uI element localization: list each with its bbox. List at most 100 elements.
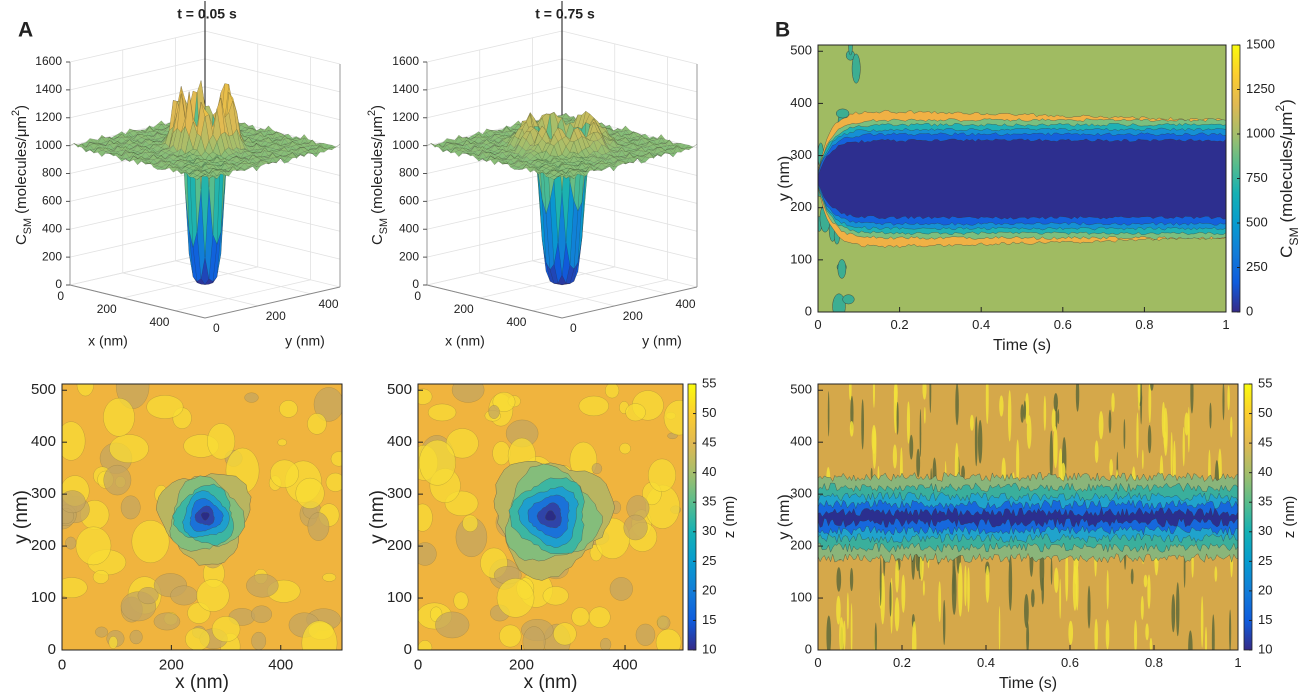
surface-patch [256,160,265,168]
y-tick-label: 400 [790,95,812,110]
y-tick-label: 0 [805,303,812,318]
contour-patch [211,616,241,643]
contour-patch [1055,405,1058,431]
contour-patch [1209,402,1212,429]
contour-patch [837,259,847,279]
grid-line [122,43,259,299]
y-tick-label: 0 [213,321,220,335]
x-tick-label: 0.8 [1135,317,1153,332]
surface-patch [672,145,682,155]
contour-level [544,510,557,521]
x-tick-label: 200 [454,302,474,316]
grid-line [175,56,311,312]
contour-patch [588,606,611,628]
contour-patch [418,388,433,405]
y-tick-label: 400 [790,434,812,449]
contour-patch [1211,614,1215,650]
surface-patch [633,158,642,164]
colorbar-tick-label: 50 [1258,405,1272,420]
x-tick-label: 400 [149,315,169,329]
contour-patch [958,562,963,617]
label-part: C [1277,246,1296,258]
colorbar-tick-label: 15 [1258,612,1272,627]
contour-patch [998,606,1001,650]
contour-patch [663,400,683,436]
contour-patch [892,444,897,469]
y-tick-label: 400 [675,297,695,311]
x-tick-label: 400 [613,656,638,673]
z-tick-label: 1600 [392,54,419,68]
contour-patch [1171,594,1176,633]
contour-patch [578,395,610,417]
contour-patch [435,611,470,639]
x-tick-label: 0.4 [972,317,990,332]
surface-patch [653,154,662,157]
x-tick-label: 0 [414,656,422,673]
surface-patch [557,174,567,177]
grid-line [479,49,615,307]
y-tick-label: 500 [31,381,56,398]
y-tick-label: 100 [31,589,56,606]
contour-patch [929,384,932,414]
contour-patch [251,605,273,623]
contour-patch [1204,626,1208,650]
contour-patch [1214,566,1218,582]
contour-patch [146,395,184,419]
contour-patch [75,526,112,566]
colorbar-tick-label: 10 [702,641,716,656]
contour-patch [861,399,865,450]
colorbar-tick-label: 1500 [1246,36,1275,51]
contour-level [200,512,210,521]
contour-plot [818,45,1226,312]
contour-patch [1098,411,1104,440]
colorbar-tick-label: 35 [702,494,716,509]
contour-patch [170,585,198,606]
colorbar-tick-label: 10 [1258,641,1272,656]
surface-patch [320,146,329,153]
contour-patch [1149,638,1153,650]
label-part: μm [1277,112,1296,136]
x-tick-label: 0.2 [891,317,909,332]
contour-patch [62,490,86,514]
contour-patch [1059,578,1062,619]
contour-level [818,506,1238,528]
contour-patch [103,397,135,437]
contour-patch [1136,412,1139,459]
z-tick-label: 800 [399,166,419,180]
colorbar-tick-label: 25 [1258,553,1272,568]
y-tick-label: 0 [805,641,812,656]
contour-patch [95,626,109,638]
contour-patch [623,514,648,541]
x-tick-label: 1 [1222,317,1229,332]
contour-patch [977,419,983,464]
contour-patch [967,567,970,613]
contour-patch [909,434,914,460]
z-tick-label: 1400 [392,82,419,96]
axis-label: z (nm) [1281,496,1298,539]
contour-patch [542,586,569,606]
surface-patch [284,156,293,163]
contour-patch [313,387,342,422]
x-tick-label: 200 [509,656,534,673]
label-part: 2 [10,110,22,116]
contour-patch [836,108,850,119]
y-tick-label: 500 [790,382,812,397]
contour-patch [985,565,990,603]
contour-patch [251,631,267,650]
contour-patch [137,587,159,605]
contour-patch [985,384,989,424]
label-part: (molecules/ [1277,135,1296,227]
contour-patch [604,384,620,399]
chart-title: t = 0.05 s [177,6,237,22]
contour-patch [591,462,603,475]
contour-patch [496,578,535,618]
contour-patch [301,620,338,650]
label-part: 2 [1273,105,1287,112]
x-tick-label: 400 [506,315,526,329]
contour-patch [969,414,974,431]
contour-patch [893,384,898,434]
contour-patch [1075,384,1080,412]
contour-patch [295,477,325,509]
x-tick-label: 0.2 [893,655,911,670]
